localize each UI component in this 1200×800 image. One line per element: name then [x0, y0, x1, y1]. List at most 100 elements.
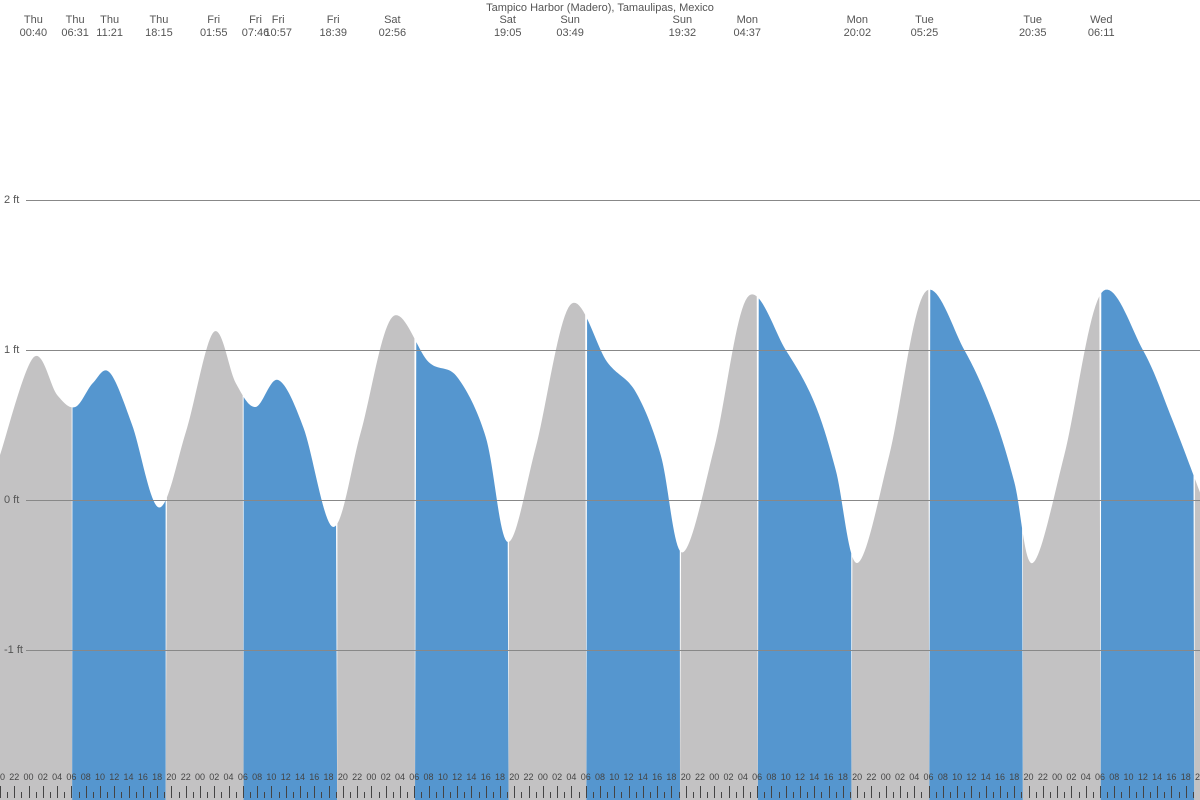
x-tick-minor	[79, 792, 80, 798]
x-tick-minor	[464, 792, 465, 798]
x-tick-major	[643, 786, 644, 798]
x-tick-label: 02	[209, 772, 219, 782]
x-tick-minor	[921, 792, 922, 798]
x-tick-label: 18	[666, 772, 676, 782]
x-tick-minor	[1107, 792, 1108, 798]
tide-extreme-label: Fri01:55	[200, 14, 228, 40]
x-tick-major	[1029, 786, 1030, 798]
x-tick-minor	[493, 792, 494, 798]
x-tick-label: 02	[1066, 772, 1076, 782]
x-tick-label: 02	[724, 772, 734, 782]
tide-extreme-label: Sat02:56	[379, 14, 407, 40]
x-tick-minor	[1093, 792, 1094, 798]
x-tick-label: 18	[1181, 772, 1191, 782]
x-tick-minor	[821, 792, 822, 798]
x-tick-label: 16	[481, 772, 491, 782]
y-axis-label: 1 ft	[4, 344, 19, 356]
tide-extremes-labels: Thu00:40Thu06:31Thu11:21Thu18:15Fri01:55…	[0, 14, 1200, 46]
x-tick-minor	[407, 792, 408, 798]
x-tick-major	[1057, 786, 1058, 798]
x-tick-label: 20	[852, 772, 862, 782]
x-tick-minor	[764, 792, 765, 798]
x-tick-minor	[1050, 792, 1051, 798]
x-tick-label: 08	[81, 772, 91, 782]
x-tick-minor	[107, 792, 108, 798]
x-tick-label: 22	[352, 772, 362, 782]
x-tick-minor	[779, 792, 780, 798]
x-tick-label: 02	[552, 772, 562, 782]
x-tick-major	[614, 786, 615, 798]
x-tick-label: 14	[638, 772, 648, 782]
x-tick-label: 02	[381, 772, 391, 782]
x-tick-major	[1171, 786, 1172, 798]
tide-extreme-label: Fri10:57	[264, 14, 292, 40]
x-tick-major	[771, 786, 772, 798]
x-tick-label: 16	[1166, 772, 1176, 782]
x-tick-major	[171, 786, 172, 798]
x-tick-major	[329, 786, 330, 798]
tide-extreme-label: Fri18:39	[319, 14, 347, 40]
x-tick-minor	[536, 792, 537, 798]
y-gridline	[26, 350, 1200, 351]
x-tick-label: 14	[981, 772, 991, 782]
x-tick-minor	[250, 792, 251, 798]
x-tick-label: 18	[495, 772, 505, 782]
x-tick-label: 04	[738, 772, 748, 782]
y-gridline	[26, 200, 1200, 201]
tide-extreme-label: Mon20:02	[844, 14, 872, 40]
x-tick-major	[929, 786, 930, 798]
x-tick-major	[986, 786, 987, 798]
x-tick-minor	[450, 792, 451, 798]
x-tick-minor	[221, 792, 222, 798]
x-tick-minor	[1021, 792, 1022, 798]
x-tick-minor	[307, 792, 308, 798]
x-tick-minor	[207, 792, 208, 798]
x-tick-label: 08	[595, 772, 605, 782]
x-tick-major	[100, 786, 101, 798]
x-tick-major	[214, 786, 215, 798]
x-tick-minor	[393, 792, 394, 798]
x-tick-major	[629, 786, 630, 798]
x-tick-label: 20	[0, 772, 5, 782]
x-tick-major	[1114, 786, 1115, 798]
x-tick-major	[1186, 786, 1187, 798]
x-tick-label: 20	[1195, 772, 1200, 782]
x-tick-label: 00	[881, 772, 891, 782]
x-tick-minor	[907, 792, 908, 798]
x-tick-minor	[521, 792, 522, 798]
x-tick-minor	[936, 792, 937, 798]
x-tick-major	[186, 786, 187, 798]
x-tick-minor	[550, 792, 551, 798]
x-tick-major	[57, 786, 58, 798]
x-tick-minor	[893, 792, 894, 798]
tide-extreme-label: Thu06:31	[61, 14, 89, 40]
x-tick-major	[600, 786, 601, 798]
x-tick-label: 04	[909, 772, 919, 782]
x-tick-major	[514, 786, 515, 798]
x-tick-major	[714, 786, 715, 798]
x-tick-label: 22	[9, 772, 19, 782]
x-tick-major	[143, 786, 144, 798]
day-tide-segment	[244, 380, 338, 800]
x-tick-label: 02	[38, 772, 48, 782]
x-tick-major	[1129, 786, 1130, 798]
night-tide-segment	[166, 331, 244, 800]
x-tick-minor	[793, 792, 794, 798]
tide-extreme-label: Tue05:25	[911, 14, 939, 40]
x-tick-major	[914, 786, 915, 798]
tide-extreme-label: Thu11:21	[96, 14, 123, 40]
x-tick-label: 10	[438, 772, 448, 782]
x-tick-label: 16	[995, 772, 1005, 782]
x-tick-minor	[321, 792, 322, 798]
x-tick-major	[900, 786, 901, 798]
x-tick-label: 00	[366, 772, 376, 782]
x-tick-minor	[721, 792, 722, 798]
x-tick-major	[229, 786, 230, 798]
x-tick-major	[1071, 786, 1072, 798]
x-tick-label: 04	[1081, 772, 1091, 782]
x-tick-major	[800, 786, 801, 798]
x-tick-major	[443, 786, 444, 798]
day-tide-segment	[415, 342, 509, 800]
x-tick-minor	[636, 792, 637, 798]
x-tick-label: 00	[195, 772, 205, 782]
